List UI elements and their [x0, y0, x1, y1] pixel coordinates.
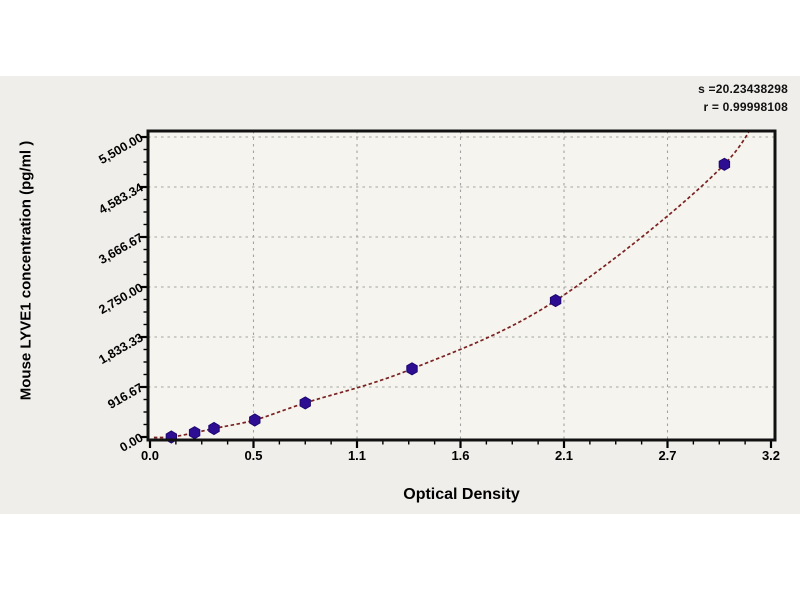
plot-border — [146, 129, 777, 442]
y-tick-label: 5,500.00 — [96, 130, 145, 166]
data-point-marker — [299, 396, 311, 410]
x-tick-label: 2.1 — [555, 448, 573, 463]
plot-background — [148, 131, 775, 440]
data-point-marker — [188, 426, 201, 440]
fit-statistics: s =20.23438298 r = 0.99998108 — [698, 80, 788, 116]
x-tick-label: 1.6 — [451, 448, 469, 463]
x-tick-label: 2.7 — [658, 448, 676, 463]
fit-s-value: s =20.23438298 — [698, 82, 788, 96]
y-tick-label: 2,750.00 — [96, 280, 145, 316]
x-axis-title: Optical Density — [403, 486, 520, 503]
data-point-marker — [718, 157, 731, 171]
y-tick-label: 3,666.67 — [96, 230, 145, 266]
fit-r-value: r = 0.99998108 — [703, 100, 788, 114]
x-tick-label: 1.1 — [348, 448, 366, 463]
x-tick-label: 0.0 — [141, 448, 159, 463]
y-tick-label: 916.67 — [105, 380, 145, 411]
data-point-marker — [549, 294, 562, 308]
x-tick-label: 0.5 — [244, 448, 262, 463]
data-point-marker — [406, 362, 418, 376]
y-axis-title: Mouse LYVE1 concentration (pg/ml ) — [17, 140, 35, 401]
standard-curve-plot: 0.0 0.5 1.1 1.6 2.1 2.7 3.20.00916.671,833.332… — [96, 129, 780, 463]
data-point-marker — [208, 421, 220, 436]
y-tick-label: 4,583.34 — [96, 180, 145, 216]
data-point-marker — [249, 413, 261, 427]
x-tick-label: 3.2 — [762, 448, 780, 463]
y-tick-label: 1,833.33 — [96, 330, 145, 366]
chart-area: 0.0 0.5 1.1 1.6 2.1 2.7 3.2 0.00 916.67 1,833.33 2… — [0, 76, 800, 514]
